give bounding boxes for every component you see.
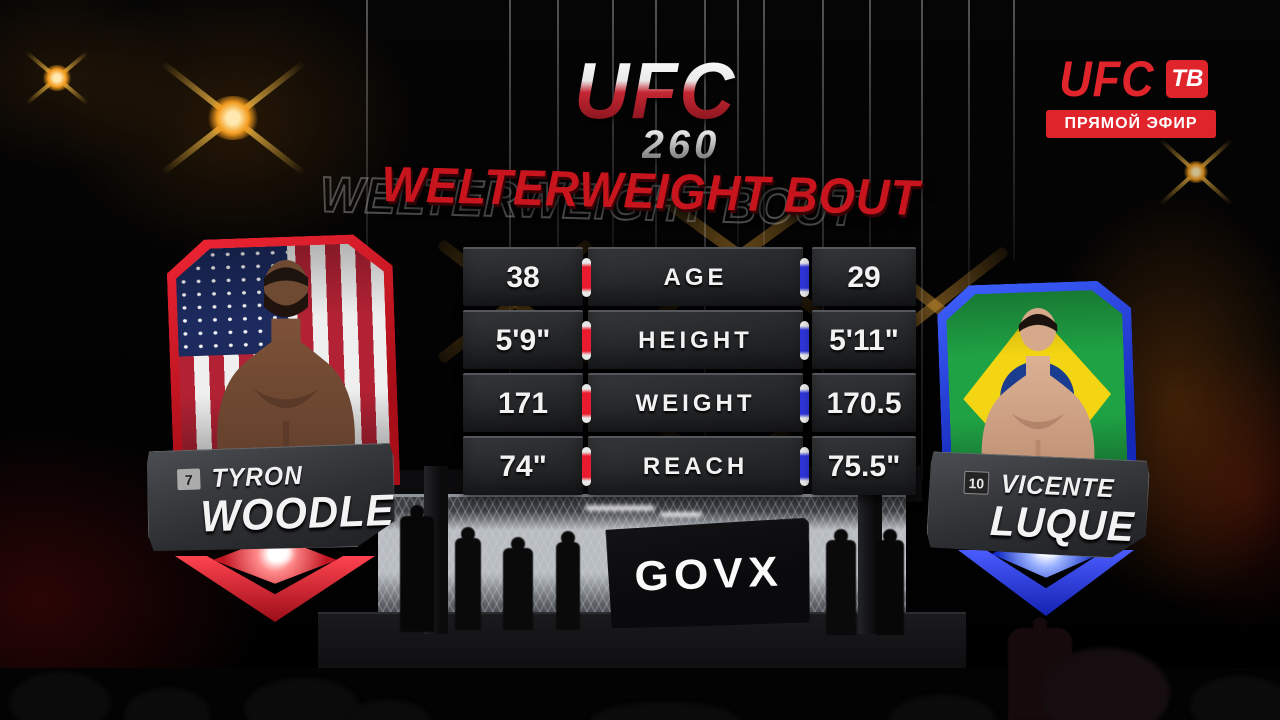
stat-label: HEIGHT: [582, 310, 809, 369]
crowd-silhouette: [1190, 676, 1280, 720]
event-number: 260: [641, 123, 721, 167]
stat-value-right: 75.5": [812, 436, 916, 495]
rig-cable: [921, 0, 923, 480]
stat-label: REACH: [582, 436, 809, 495]
sponsor-panel: GOVX: [605, 517, 813, 630]
rig-cable: [366, 0, 368, 300]
event-logo: UFC 260: [538, 46, 772, 167]
nameplate-left: 7 TYRON WOODLEY: [145, 443, 396, 555]
pedestal-left: [175, 536, 375, 622]
person-silhouette: [400, 516, 434, 632]
rig-cable: [968, 0, 970, 300]
network-badge: ТВ: [1166, 60, 1209, 98]
rig-cable: [763, 0, 765, 300]
stat-value-left: 74": [463, 436, 583, 495]
crowd-silhouette: [245, 678, 360, 720]
crowd-silhouette: [345, 700, 430, 720]
network-bug: UFC ТВ ПРЯМОЙ ЭФИР: [1046, 51, 1216, 138]
nameplate-right: 10 VICENTE LUQUE: [926, 451, 1150, 560]
stat-value-left: 171: [463, 373, 583, 432]
mat-light-reflection: [585, 505, 655, 511]
rank-badge: 7: [177, 468, 201, 490]
rig-cable: [612, 0, 614, 260]
stat-row-reach: 74" REACH 75.5": [0, 436, 1280, 495]
crowd-silhouette: [590, 702, 740, 720]
stat-value-left: 38: [463, 247, 583, 306]
stat-label: WEIGHT: [582, 373, 809, 432]
person-silhouette: [556, 542, 580, 630]
rig-cable: [869, 0, 871, 300]
stat-value-left: 5'9": [463, 310, 583, 369]
network-brand: UFC: [1058, 51, 1155, 107]
rig-cable: [1013, 0, 1015, 260]
sponsor-logo: GOVX: [633, 547, 784, 600]
stat-row-age: 38 AGE 29: [0, 247, 1280, 306]
fighter-last-name: LUQUE: [989, 496, 1136, 551]
rank-badge: 10: [963, 471, 989, 495]
person-silhouette: [876, 540, 904, 635]
crowd-silhouette: [1040, 648, 1170, 720]
rig-cable: [737, 0, 739, 250]
fighter-last-name: WOODLEY: [199, 484, 424, 542]
stat-value-right: 170.5: [812, 373, 916, 432]
stat-row-weight: 171 WEIGHT 170.5: [0, 373, 1280, 432]
person-silhouette: [455, 538, 481, 630]
pedestal-right: [958, 530, 1134, 616]
rig-cable: [509, 0, 511, 420]
rig-cable: [655, 0, 657, 300]
rig-cable: [822, 0, 824, 420]
mat-light-reflection: [660, 512, 702, 517]
stat-label: AGE: [582, 247, 809, 306]
stat-row-height: 5'9" HEIGHT 5'11": [0, 310, 1280, 369]
stat-value-right: 5'11": [812, 310, 916, 369]
person-silhouette: [826, 540, 856, 635]
rig-cable: [557, 0, 559, 300]
crowd-silhouette: [10, 672, 110, 720]
person-silhouette: [503, 548, 533, 630]
rig-cable: [704, 0, 706, 480]
live-label: ПРЯМОЙ ЭФИР: [1046, 110, 1216, 138]
stat-value-right: 29: [812, 247, 916, 306]
event-promotion: UFC: [574, 46, 736, 135]
